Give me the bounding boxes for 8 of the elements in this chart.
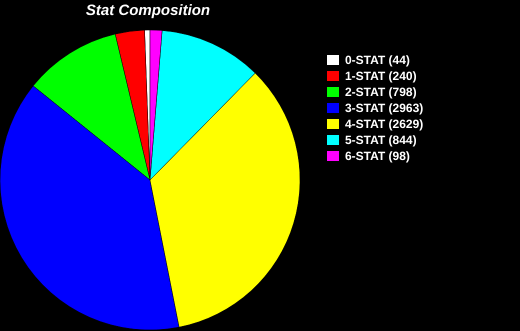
- legend-label: 6-STAT (98): [345, 149, 410, 163]
- legend-label: 4-STAT (2629): [345, 117, 424, 131]
- chart-title: Stat Composition: [86, 2, 210, 19]
- legend-label: 3-STAT (2963): [345, 101, 424, 115]
- legend-label: 0-STAT (44): [345, 53, 410, 67]
- legend-label: 5-STAT (844): [345, 133, 417, 147]
- legend-label: 1-STAT (240): [345, 69, 417, 83]
- legend-label: 2-STAT (798): [345, 85, 417, 99]
